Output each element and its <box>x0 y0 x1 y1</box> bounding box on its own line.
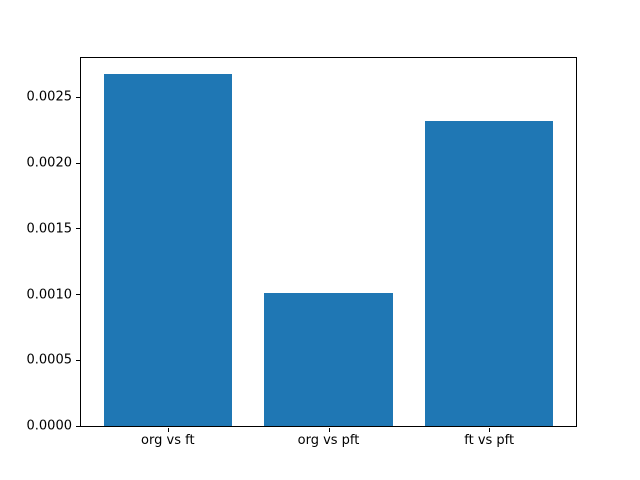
y-axis-tick-label: 0.0025 <box>26 89 73 105</box>
x-axis-tick <box>328 428 330 432</box>
y-axis-tick <box>76 228 80 230</box>
y-axis-tick <box>76 96 80 98</box>
x-axis-tick <box>489 428 491 432</box>
y-axis-tick <box>76 359 80 361</box>
x-axis-tick-label: org vs pft <box>297 433 360 448</box>
bar-org-vs-ft <box>103 73 233 426</box>
y-axis-tick <box>76 162 80 164</box>
x-axis-tick-label: org vs ft <box>141 433 195 448</box>
y-axis-tick-label: 0.0010 <box>26 287 73 303</box>
x-axis-tick <box>167 428 169 432</box>
y-axis-tick-label: 0.0015 <box>26 221 73 237</box>
bar-org-vs-pft <box>264 293 393 426</box>
y-axis-tick-label: 0.0020 <box>26 155 73 171</box>
plot-area: org vs ft org vs pft ft vs pft 0.0000 0.0005… <box>27 57 577 447</box>
y-axis-tick <box>76 425 80 427</box>
x-axis-tick-label: ft vs pft <box>464 433 515 448</box>
y-axis-tick-label: 0.0005 <box>26 352 73 368</box>
y-axis-tick <box>76 294 80 296</box>
y-axis-tick-label: 0.0000 <box>26 418 73 434</box>
bar-ft-vs-pft <box>424 121 554 426</box>
